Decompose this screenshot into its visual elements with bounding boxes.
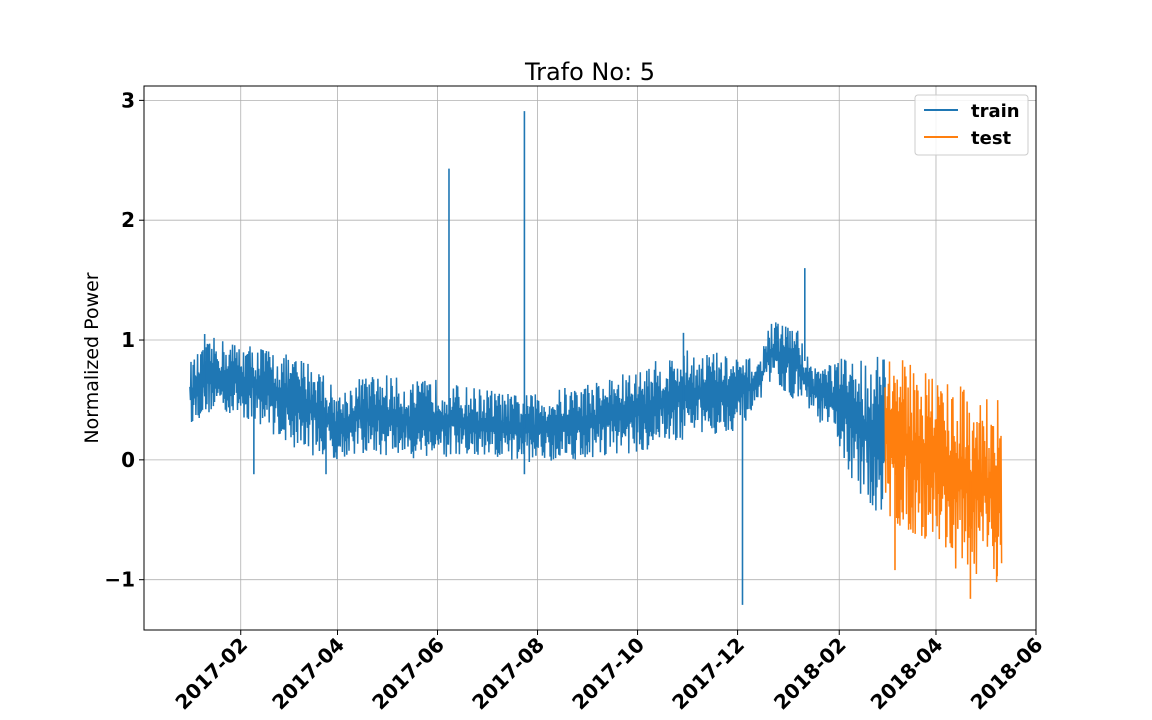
x-tick-label: 2017-08 [467,633,549,715]
y-tick-label: 2 [121,208,135,232]
x-tick-label: 2018-06 [966,633,1048,715]
grid-lines [144,86,1037,630]
series-layer [189,111,1003,605]
x-tick-label: 2017-06 [367,633,449,715]
y-tick-label: −1 [104,568,135,592]
x-tick-label: 2017-12 [667,633,749,715]
y-tick-label: 3 [121,88,135,112]
series-line-test [884,360,1003,577]
y-tick-label: 1 [121,328,135,352]
x-tick-label: 2017-10 [567,633,649,715]
chart-title: Trafo No: 5 [524,58,655,86]
x-tick-label: 2018-04 [866,633,948,715]
y-tick-label: 0 [121,448,135,472]
plot-area-frame [143,85,1037,631]
x-tick-label: 2017-02 [170,633,252,715]
x-tick-label: 2018-02 [769,633,851,715]
series-line-train [189,322,886,511]
x-tick-label: 2017-04 [267,633,349,715]
y-tick-labels: −1 0 1 2 3 [104,88,135,591]
legend-label-test: test [971,128,1012,149]
tick-marks [139,99,1037,635]
x-tick-labels: 2017-02 2017-04 2017-06 2017-08 2017-10 2017-… [170,633,1047,715]
legend: train test [914,94,1029,156]
legend-label-train: train [971,101,1020,122]
y-axis-label: Normalized Power [81,272,103,443]
